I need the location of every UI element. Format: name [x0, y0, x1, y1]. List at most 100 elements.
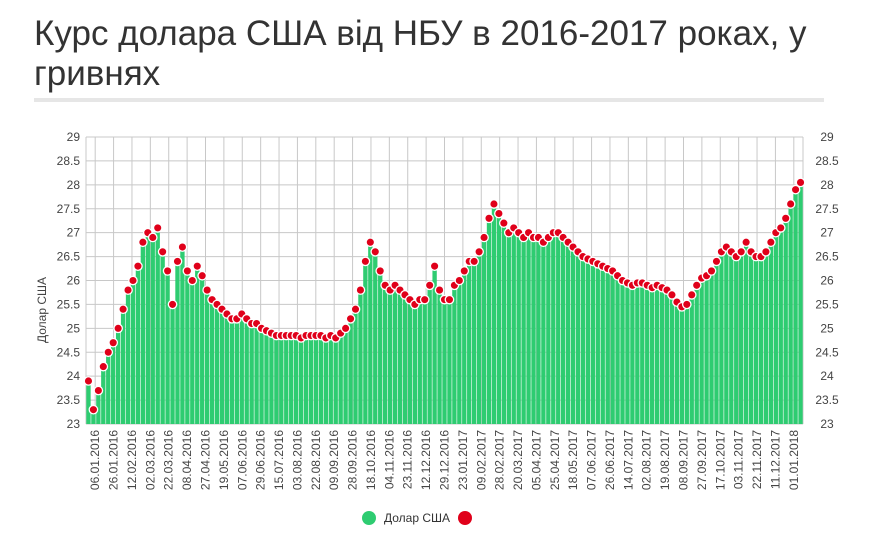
bar [397, 290, 403, 424]
bar [531, 237, 536, 424]
data-point-marker [113, 323, 123, 334]
bar [101, 366, 106, 424]
bar [654, 285, 660, 424]
x-tick-label: 17.10.2017 [713, 430, 727, 490]
bar [387, 290, 393, 424]
bar [427, 285, 432, 424]
bar [743, 242, 749, 424]
data-point-marker [202, 285, 212, 295]
bar [269, 333, 274, 424]
bar [724, 247, 729, 424]
data-point-marker [350, 304, 361, 315]
bar [476, 251, 482, 424]
y-tick-label-right: 29 [820, 130, 834, 144]
bar [289, 335, 294, 424]
bar [506, 232, 511, 424]
bars-layer [86, 182, 803, 424]
data-point-marker [736, 246, 747, 257]
data-point-marker [182, 266, 193, 276]
data-point-marker [103, 347, 114, 358]
legend-series-label: Долар США [384, 511, 451, 525]
bar [323, 337, 328, 424]
bar [333, 337, 338, 424]
x-tick-label: 26.06.2017 [603, 430, 617, 490]
data-point-marker [128, 275, 138, 286]
chart-legend[interactable]: Долар США [362, 511, 473, 525]
bar [467, 261, 472, 424]
data-point-marker [98, 361, 109, 372]
bar [793, 189, 798, 424]
bar [407, 299, 413, 424]
bar [501, 223, 507, 424]
bar [679, 306, 685, 424]
data-point-marker [197, 270, 208, 281]
data-point-marker [108, 337, 119, 348]
data-point-marker [429, 261, 440, 271]
bar [249, 323, 254, 424]
data-point-marker [741, 237, 751, 248]
bar [224, 313, 230, 424]
data-point-marker [444, 294, 455, 305]
bar [368, 242, 373, 424]
bar [575, 251, 581, 424]
bar [521, 237, 526, 424]
x-tick-label: 29.12.2016 [438, 430, 452, 490]
bar [714, 261, 719, 424]
data-point-marker [340, 323, 351, 334]
bar [546, 237, 551, 424]
bar [284, 335, 289, 424]
x-tick-label: 08.09.2017 [677, 430, 691, 490]
legend-bar-swatch [362, 511, 376, 525]
bar [773, 232, 778, 424]
bar [570, 247, 576, 424]
x-tick-label: 05.04.2017 [529, 430, 543, 490]
bar [600, 266, 605, 424]
data-point-marker [345, 313, 356, 324]
data-point-marker [93, 385, 104, 396]
bar [353, 309, 358, 424]
bar [645, 285, 650, 424]
y-tick-label-left: 24.5 [57, 345, 81, 359]
data-point-marker [790, 184, 801, 195]
bar [630, 285, 635, 424]
data-point-marker [138, 237, 148, 248]
bar [462, 270, 467, 424]
bar [392, 285, 398, 424]
x-tick-label: 18.10.2016 [364, 430, 378, 490]
bar [150, 237, 155, 424]
x-tick-label: 07.06.2017 [585, 430, 599, 490]
bar [620, 280, 625, 424]
data-point-marker [157, 246, 168, 257]
y-axis-left: 23 23.5 24 24.5 25 25.5 26 26.5 27 27.5 28 28.5 29 [57, 130, 81, 431]
data-point-marker [118, 304, 128, 315]
y-tick-label-right: 28 [820, 178, 834, 192]
bar [190, 280, 195, 424]
x-tick-label: 03.11.2017 [732, 430, 746, 489]
bar [650, 287, 655, 424]
data-point-marker [152, 223, 163, 233]
bar [86, 380, 91, 424]
x-tick-label: 28.02.2017 [493, 430, 507, 490]
x-tick-label: 06.01.2016 [88, 430, 102, 490]
bar [739, 251, 744, 424]
y-tick-label-right: 27.5 [815, 202, 839, 216]
bar [669, 294, 675, 424]
bar [185, 270, 190, 424]
y-tick-label-right: 27 [820, 226, 834, 240]
bar [348, 318, 353, 424]
bar [145, 232, 150, 424]
data-point-marker [434, 285, 445, 295]
data-point-marker [424, 280, 435, 291]
bar [541, 242, 546, 424]
bar [160, 251, 165, 424]
data-point-marker [691, 280, 702, 291]
bar [140, 242, 146, 424]
bar [165, 270, 170, 424]
y-tick-label-right: 25 [820, 321, 834, 335]
x-tick-label: 02.08.2017 [640, 430, 654, 490]
bar [318, 335, 324, 424]
bar [358, 290, 363, 424]
y-tick-label-left: 27.5 [57, 202, 81, 216]
data-point-marker [454, 275, 465, 286]
bar [200, 275, 205, 424]
